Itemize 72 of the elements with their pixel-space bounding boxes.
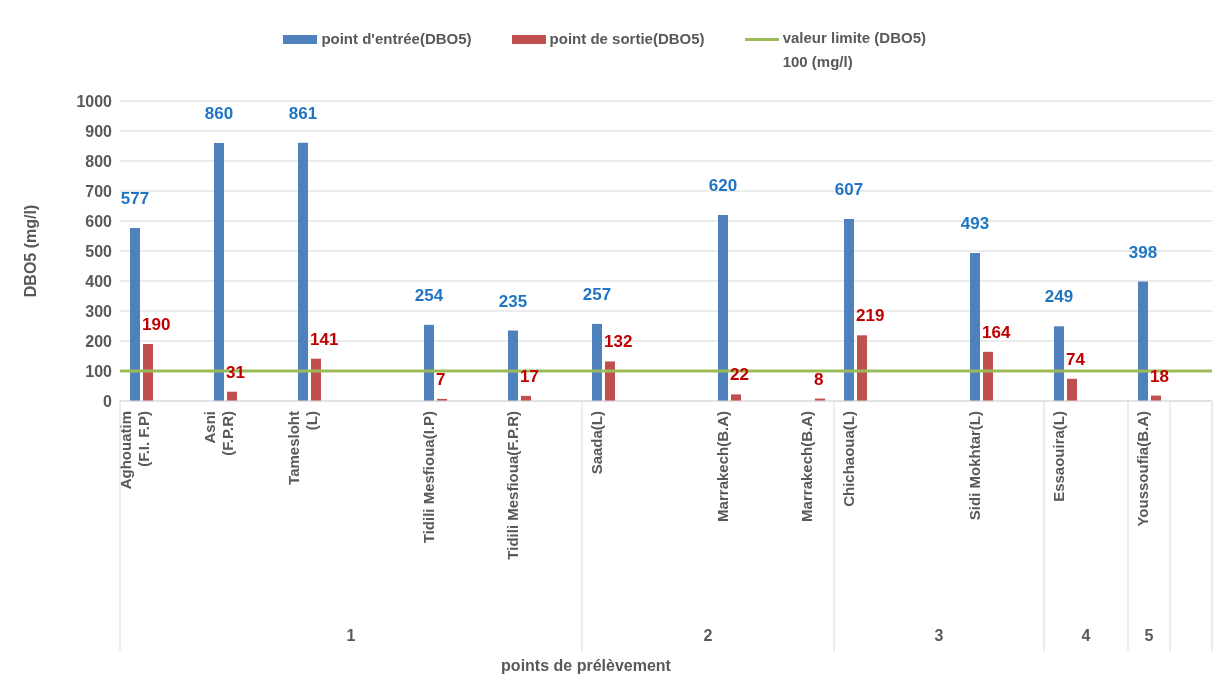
bar — [298, 142, 308, 401]
legend-label: valeur limite (DBO5) 100 (mg/l) — [782, 28, 927, 72]
data-label: 861 — [288, 103, 318, 123]
bar — [983, 351, 993, 401]
data-label: 141 — [310, 329, 339, 349]
text: 3 — [934, 627, 944, 644]
data-label: 607 — [834, 179, 864, 199]
bar — [1054, 326, 1064, 401]
data-label: 249 — [1044, 287, 1074, 307]
x-tick-label: Marrakech(B.A) — [714, 411, 731, 522]
bar — [718, 215, 728, 401]
data-label: 235 — [498, 291, 528, 311]
bar — [311, 358, 321, 401]
y-tick-label: 400 — [85, 272, 113, 290]
bar — [857, 335, 867, 401]
data-label: 493 — [960, 214, 990, 234]
text: 4 — [1081, 627, 1091, 644]
bar — [508, 330, 518, 401]
data-label: 190 — [142, 315, 171, 334]
y-tick-label: 100 — [85, 362, 113, 380]
y-tick-label: 900 — [85, 122, 113, 140]
text: points de prélèvement — [501, 657, 672, 674]
bar — [1138, 281, 1148, 401]
x-tick-label: Aghouatim (F.I. F.P) — [117, 411, 152, 490]
x-tick-label: Sidi Mokhtar(L) — [966, 411, 983, 521]
x-tick-label: Saada(L) — [588, 411, 605, 475]
bar — [214, 143, 224, 401]
y-tick-label: 600 — [85, 212, 113, 230]
bar — [1067, 378, 1077, 401]
y-tick-label: 200 — [85, 332, 113, 350]
x-tick-label: Tidili Mesfioua(F.P.R) — [504, 411, 521, 560]
data-label: 18 — [1150, 366, 1169, 386]
bar — [592, 323, 602, 401]
data-label: 164 — [982, 322, 1011, 342]
y-tick-label: 700 — [85, 182, 113, 200]
bar — [143, 344, 153, 401]
data-label: 257 — [582, 284, 612, 304]
x-tick-label: Youssoufia(B.A) — [1134, 411, 1151, 527]
bar — [424, 324, 434, 401]
y-axis-title: DBO5 (mg/l) — [21, 204, 39, 298]
data-label: 74 — [1066, 349, 1086, 369]
data-label: 254 — [414, 285, 444, 305]
x-tick-label: Marrakech(B.A) — [798, 411, 815, 522]
data-label: 17 — [520, 366, 539, 386]
x-tick-label: Essaouira(L) — [1050, 411, 1067, 502]
bar — [130, 227, 140, 401]
data-label: 7 — [436, 369, 446, 389]
legend-label: point d'entrée(DBO5) — [321, 30, 472, 47]
y-tick-label: 500 — [85, 242, 113, 260]
y-tick-label: 0 — [103, 392, 113, 410]
text: 1 — [346, 627, 356, 644]
bar — [844, 218, 854, 401]
data-label: 132 — [604, 332, 633, 352]
data-label: 620 — [708, 176, 738, 195]
bar — [970, 253, 980, 401]
x-tick-label: Asni (F.P.R) — [201, 411, 236, 456]
data-label: 860 — [204, 104, 234, 123]
y-tick-label: 1000 — [76, 92, 113, 110]
data-label: 577 — [120, 188, 150, 208]
y-tick-label: 800 — [85, 152, 113, 170]
data-label: 8 — [814, 369, 824, 389]
x-tick-label: Tidili Mesfioua(I.P) — [420, 411, 437, 544]
y-tick-label: 300 — [85, 302, 113, 320]
bar — [605, 361, 615, 401]
x-tick-label: Tamesloht (L) — [285, 411, 320, 485]
text: 2 — [703, 627, 713, 644]
text: 5 — [1144, 627, 1154, 644]
data-label: 219 — [856, 306, 885, 326]
x-tick-label: Chichaoua(L) — [840, 411, 857, 507]
bar — [731, 394, 741, 401]
data-label: 398 — [1128, 242, 1158, 262]
legend-label: point de sortie(DBO5) — [549, 30, 705, 47]
